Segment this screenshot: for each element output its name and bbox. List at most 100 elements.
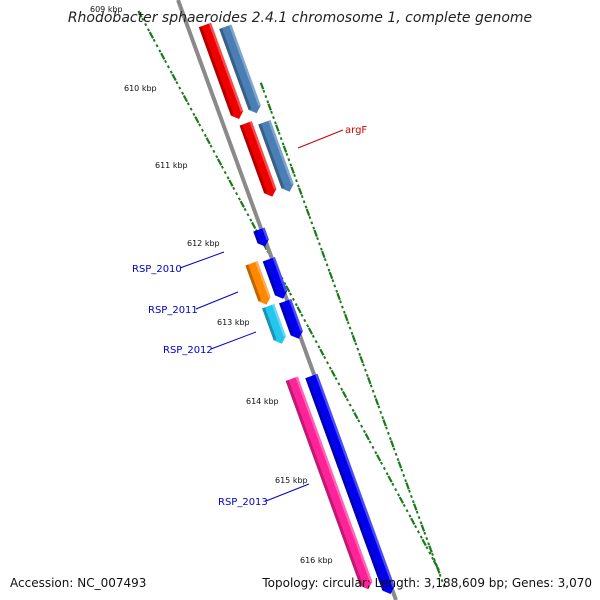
scale-tick-left-63 bbox=[317, 345, 321, 349]
scale-tick-left-87 bbox=[385, 472, 389, 476]
scale-label-4: 613 kbp bbox=[217, 318, 250, 327]
scale-tick-right-14 bbox=[287, 158, 291, 162]
scale-tick-left-90 bbox=[394, 487, 398, 492]
scale-tick-left-72 bbox=[341, 390, 348, 399]
scale-tick-left-69 bbox=[334, 377, 338, 381]
scale-tick-left-12 bbox=[171, 73, 177, 82]
scale-tick-left-54 bbox=[291, 297, 295, 301]
scale-tick-right-42 bbox=[341, 305, 344, 309]
feature-red-1-body bbox=[198, 22, 244, 119]
scale-tick-right-72 bbox=[397, 461, 403, 469]
scale-tick-right-64 bbox=[382, 419, 387, 427]
scale-tick-left-33 bbox=[232, 186, 236, 191]
scale-tick-left-89 bbox=[391, 482, 395, 486]
scale-label-6: 615 kbp bbox=[275, 476, 308, 485]
scale-tick-right-4 bbox=[267, 103, 272, 111]
scale-tick-right-40 bbox=[336, 292, 341, 301]
genome-summary-text: Topology: circular; Length: 3,188,609 bp… bbox=[262, 576, 592, 590]
scale-tick-right-69 bbox=[392, 447, 396, 451]
gene-label-1: RSP_2010 bbox=[132, 264, 182, 275]
scale-tick-left-103 bbox=[431, 556, 435, 560]
feature-orange-shade bbox=[245, 264, 262, 302]
scale-tick-left-76 bbox=[353, 412, 359, 420]
feature-blue-1-body bbox=[253, 227, 269, 247]
scale-tick-right-95 bbox=[442, 584, 446, 588]
scale-tick-right-60 bbox=[374, 398, 380, 406]
gene-label-leader-0 bbox=[297, 129, 344, 149]
scale-tick-left-35 bbox=[237, 197, 241, 201]
scale-tick-right-87 bbox=[427, 542, 431, 546]
scale-labels: 609 kbp 610 kbp 611 kbp 612 kbp 613 kbp 614 k… bbox=[90, 5, 333, 565]
scale-tick-right-78 bbox=[410, 494, 413, 499]
scale-tick-right-11 bbox=[281, 142, 285, 146]
scale-ticks bbox=[137, 10, 446, 588]
scale-tick-left-16 bbox=[182, 94, 189, 103]
scale-tick-right-68 bbox=[390, 440, 395, 448]
scale-tick-left-20 bbox=[194, 116, 200, 124]
scale-tick-right-74 bbox=[402, 473, 406, 477]
feature-orange-body bbox=[245, 261, 271, 305]
feature-pink-shade bbox=[285, 379, 363, 586]
scale-tick-right-17 bbox=[293, 173, 296, 178]
scale-tick-left-61 bbox=[311, 334, 315, 338]
feature-blue-2-body bbox=[262, 257, 288, 299]
feature-blue-2-highlight bbox=[272, 257, 288, 292]
scale-tick-right-0 bbox=[259, 82, 265, 90]
scale-tick-left-19 bbox=[192, 112, 196, 117]
scale-label-1: 610 kbp bbox=[124, 84, 157, 93]
scale-tick-left-67 bbox=[328, 366, 332, 370]
scale-tick-right-24 bbox=[305, 208, 311, 216]
feature-red-2-body bbox=[239, 121, 277, 197]
feature-cyan bbox=[262, 303, 286, 344]
scale-tick-left-70 bbox=[337, 382, 341, 386]
scale-tick-left-27 bbox=[215, 155, 219, 159]
scale-tick-left-71 bbox=[340, 387, 344, 391]
scale-tick-right-2 bbox=[264, 94, 268, 99]
scale-tick-right-37 bbox=[331, 279, 335, 283]
scale-tick-left-31 bbox=[226, 176, 230, 180]
scale-tick-left-93 bbox=[402, 503, 406, 508]
scale-tick-left-82 bbox=[371, 445, 375, 449]
scale-tick-left-17 bbox=[186, 102, 190, 106]
map-title: Rhodobacter sphaeroides 2.4.1 chromosome… bbox=[67, 10, 533, 26]
scale-tick-right-21 bbox=[300, 194, 304, 199]
scale-tick-right-47 bbox=[350, 331, 354, 335]
feature-cyan-shade bbox=[262, 307, 277, 341]
scale-tick-right-79 bbox=[411, 500, 415, 504]
scale-tick-left-5 bbox=[152, 38, 156, 43]
feature-steelblue-2-shade bbox=[258, 123, 285, 189]
accession-text: Accession: NC_007493 bbox=[10, 576, 147, 590]
feature-blue-3-body bbox=[279, 298, 303, 339]
feature-blue-4 bbox=[305, 373, 395, 595]
scale-tick-right-8 bbox=[275, 124, 280, 132]
scale-tick-right-33 bbox=[323, 258, 327, 262]
scale-tick-left-68 bbox=[330, 369, 336, 377]
feature-steelblue-1-body bbox=[219, 24, 261, 114]
gene-label-2: RSP_2011 bbox=[148, 305, 198, 316]
scale-tick-right-51 bbox=[358, 352, 362, 356]
scale-tick-right-92 bbox=[435, 566, 441, 574]
gene-label-3: RSP_2012 bbox=[163, 345, 213, 356]
scale-tick-left-15 bbox=[181, 91, 185, 95]
scale-tick-left-52 bbox=[285, 285, 291, 293]
scale-tick-left-8 bbox=[160, 52, 166, 60]
scale-tick-right-13 bbox=[285, 152, 289, 156]
scale-tick-right-88 bbox=[428, 545, 433, 553]
scale-tick-left-100 bbox=[421, 538, 427, 547]
scale-tick-left-34 bbox=[235, 192, 239, 196]
scale-tick-right-7 bbox=[274, 121, 277, 125]
scale-tick-right-62 bbox=[379, 410, 383, 414]
scale-tick-left-1 bbox=[141, 17, 145, 21]
feature-blue-4-shade bbox=[305, 377, 386, 591]
scale-tick-right-93 bbox=[438, 573, 442, 577]
scale-tick-right-86 bbox=[425, 536, 429, 541]
scale-tick-right-36 bbox=[328, 271, 334, 280]
scale-tick-right-56 bbox=[367, 377, 372, 385]
scale-tick-left-65 bbox=[323, 355, 327, 360]
feature-red-2-highlight bbox=[249, 121, 277, 190]
feature-steelblue-2 bbox=[258, 120, 294, 192]
scale-tick-right-5 bbox=[270, 110, 273, 114]
scale-tick-left-59 bbox=[306, 324, 310, 328]
scale-tick-left-28 bbox=[216, 158, 223, 166]
scale-tick-right-30 bbox=[318, 242, 321, 246]
